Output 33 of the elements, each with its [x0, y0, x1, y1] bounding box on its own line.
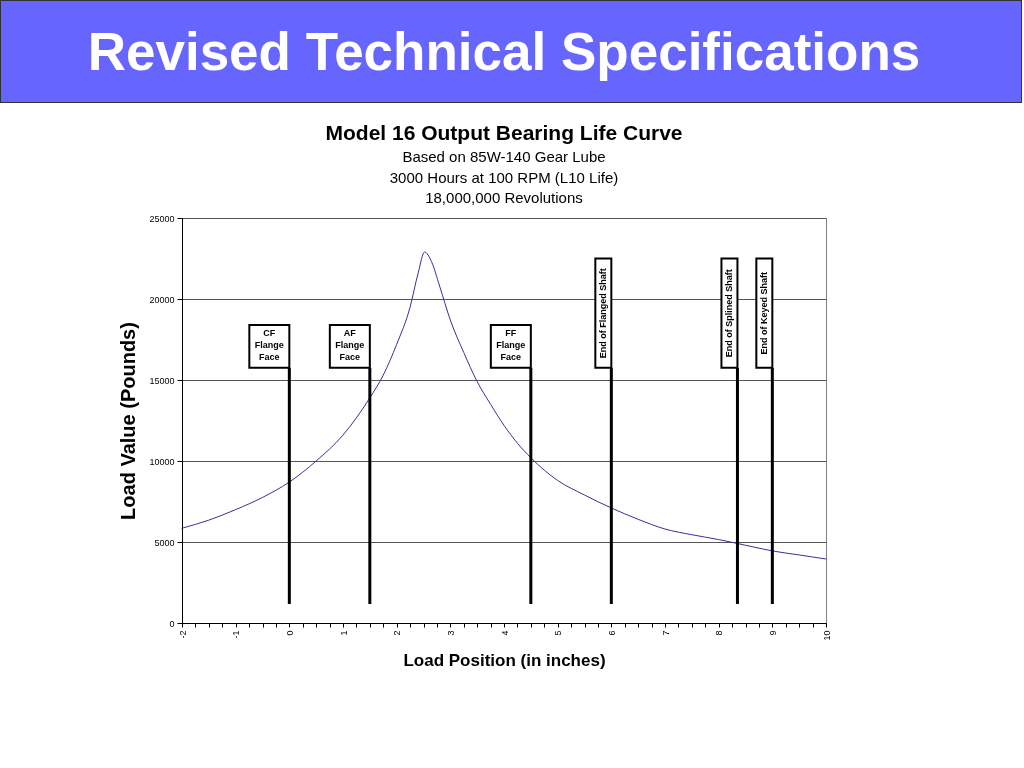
x-tick-label: 4: [499, 630, 510, 636]
ref-line-label: FF Flange Face: [496, 327, 526, 362]
x-tick-label: 6: [606, 630, 617, 636]
x-tick-label: 9: [767, 630, 778, 636]
x-tick-label: 10: [821, 630, 832, 641]
x-axis-title: Load Position (in inches): [403, 650, 606, 670]
chart-title: Revised Technical Specifications: [87, 21, 921, 82]
text: Based on 85W-140 Gear Lube: [402, 148, 606, 165]
y-tick-label: 0: [169, 618, 175, 629]
y-tick-label: 5000: [154, 537, 175, 548]
ref-line-label: End of Flanged Shaft: [598, 268, 609, 359]
y-axis-title: Load Value (Pounds): [117, 322, 140, 520]
ref-line-label: End of Splined Shaft: [724, 269, 735, 358]
x-tick-label: 7: [660, 630, 671, 636]
x-tick-label: 5: [553, 630, 564, 636]
x-tick-label: -1: [231, 630, 242, 639]
text: 18,000,000 Revolutions: [425, 189, 583, 206]
text: 3000 Hours at 100 RPM (L10 Life): [389, 168, 619, 186]
x-tick-label: 1: [338, 630, 349, 636]
x-tick-label: -2: [177, 630, 188, 639]
title-banner: Revised Technical Specifications: [0, 0, 1022, 103]
y-tick-label: 25000: [149, 213, 175, 224]
x-tick-label: 0: [284, 630, 295, 636]
y-tick-label: 10000: [149, 456, 175, 467]
x-tick-label: 8: [714, 630, 725, 636]
chart-subtitle: Model 16 Output Bearing Life Curve: [325, 121, 683, 144]
ref-line-label: CF Flange Face: [254, 327, 284, 362]
y-tick-label: 20000: [149, 294, 175, 305]
x-tick-label: 2: [392, 630, 403, 636]
ref-line-label: End of Keyed Shaft: [759, 271, 770, 355]
ref-line-label: AF Flange Face: [335, 327, 365, 362]
y-tick-label: 15000: [149, 375, 175, 386]
x-tick-label: 3: [445, 630, 456, 636]
